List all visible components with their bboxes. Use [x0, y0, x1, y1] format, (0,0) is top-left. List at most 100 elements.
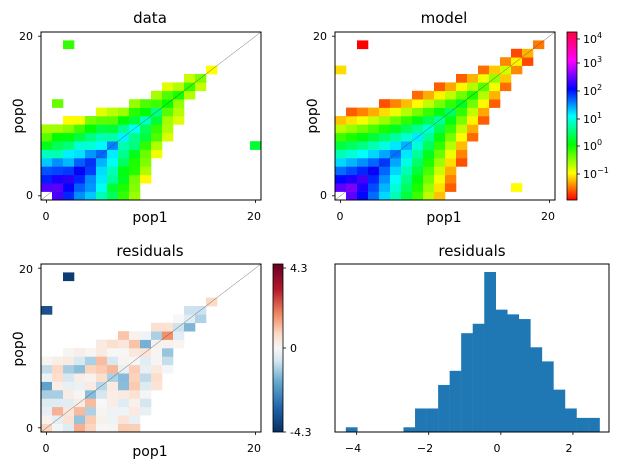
heatmap-cell — [85, 174, 97, 184]
heatmap-cell — [368, 107, 380, 117]
histogram-bar — [553, 389, 566, 432]
residual-cell — [140, 364, 152, 374]
heatmap-cell — [41, 166, 53, 176]
histogram-bar — [541, 361, 554, 432]
residual-cell — [85, 348, 97, 357]
heatmap-cell — [489, 65, 501, 75]
model-y-tick-20: 20 — [313, 30, 327, 43]
heatmap-cell — [173, 116, 185, 125]
heatmap-cell — [52, 149, 64, 159]
residuals-axes-frame — [40, 263, 262, 433]
heatmap-cell — [107, 149, 119, 159]
residual-cell — [129, 339, 141, 349]
heatmap-cell — [96, 166, 108, 176]
histogram-x-tick-2: 2 — [566, 442, 573, 455]
heatmap-cell — [118, 149, 130, 159]
heatmap-cell — [467, 124, 479, 134]
residual-cell — [129, 415, 141, 424]
data-panel: data 0 20 0 20 pop1 pop0 — [11, 9, 262, 226]
heatmap-cell — [379, 166, 391, 176]
residual-cell — [52, 356, 64, 366]
model-x-label: pop1 — [426, 210, 461, 226]
heatmap-cell — [107, 158, 119, 167]
residual-cell — [52, 398, 64, 408]
heatmap-cell — [118, 166, 130, 176]
heatmap-cell — [335, 141, 347, 150]
histogram-bar — [507, 314, 520, 432]
heatmap-cell — [335, 183, 347, 192]
residual-cell — [140, 390, 152, 399]
heatmap-cell — [85, 141, 97, 150]
residual-cell — [63, 373, 75, 382]
heatmap-cell — [412, 116, 424, 125]
heatmap-cell — [52, 99, 64, 108]
residuals-y-tick-20: 20 — [19, 263, 33, 276]
heatmap-cell — [41, 124, 53, 134]
residual-cell — [74, 390, 86, 399]
residuals-diagonal-line — [40, 263, 262, 433]
heatmap-cell — [162, 82, 174, 92]
heatmap-cell — [118, 183, 130, 192]
model-colorbar-tick-1e1: 101 — [583, 111, 602, 126]
residuals-colorbar — [272, 263, 284, 433]
heatmap-cell — [85, 149, 97, 159]
heatmap-cell — [357, 158, 369, 167]
heatmap-cell — [173, 99, 185, 108]
heatmap-cell — [357, 132, 369, 142]
heatmap-cell — [423, 191, 435, 201]
heatmap-cell — [129, 191, 141, 201]
heatmap-cell — [434, 158, 446, 167]
heatmap-cell — [390, 166, 402, 176]
heatmap-cell — [346, 158, 358, 167]
model-y-label: pop0 — [305, 98, 321, 133]
heatmap-cell — [52, 141, 64, 150]
heatmap-cell — [74, 183, 86, 192]
heatmap-cell — [423, 107, 435, 117]
residual-cell — [85, 356, 97, 366]
heatmap-cell — [357, 141, 369, 150]
heatmap-cell — [434, 191, 446, 201]
heatmap-cell — [445, 149, 457, 159]
heatmap-cell — [335, 174, 347, 184]
heatmap-cell — [456, 82, 468, 92]
heatmap-cell — [379, 124, 391, 134]
heatmap-cell — [401, 107, 413, 117]
heatmap-cell — [401, 149, 413, 159]
residual-cell — [129, 423, 141, 433]
heatmap-cell — [52, 158, 64, 167]
heatmap-cell — [456, 158, 468, 167]
heatmap-cell — [151, 90, 163, 100]
heatmap-cell — [368, 149, 380, 159]
residual-cell — [184, 306, 196, 315]
residual-cell — [96, 364, 108, 374]
heatmap-cell — [357, 191, 369, 201]
heatmap-cell — [63, 124, 75, 134]
heatmap-cell — [390, 107, 402, 117]
heatmap-cell — [107, 124, 119, 134]
residual-cell — [96, 339, 108, 349]
residual-cell — [96, 356, 108, 366]
residuals-y-label: pop0 — [11, 331, 27, 366]
residual-cell — [107, 348, 119, 357]
heatmap-cell — [346, 149, 358, 159]
heatmap-cell — [346, 174, 358, 184]
data-diagonal-line — [40, 31, 262, 201]
residual-cell — [129, 381, 141, 391]
residual-cell — [107, 415, 119, 424]
model-colorbar-tick-1e4: 104 — [583, 31, 602, 46]
residual-cell — [140, 339, 152, 349]
heatmap-cell — [107, 166, 119, 176]
heatmap-cell — [335, 65, 347, 75]
heatmap-cell — [107, 116, 119, 125]
residual-cell — [41, 390, 53, 399]
residual-cell — [96, 390, 108, 399]
residual-cell — [96, 423, 108, 433]
model-colorbar-tick-1e2: 102 — [583, 83, 602, 98]
histogram-bar — [484, 272, 496, 432]
heatmap-cell — [401, 116, 413, 125]
heatmap-cell — [129, 174, 141, 184]
residuals-x-label: pop1 — [132, 444, 167, 460]
heatmap-cell — [390, 183, 402, 192]
data-axes-frame — [40, 31, 262, 201]
histogram-ticks — [356, 432, 574, 435]
